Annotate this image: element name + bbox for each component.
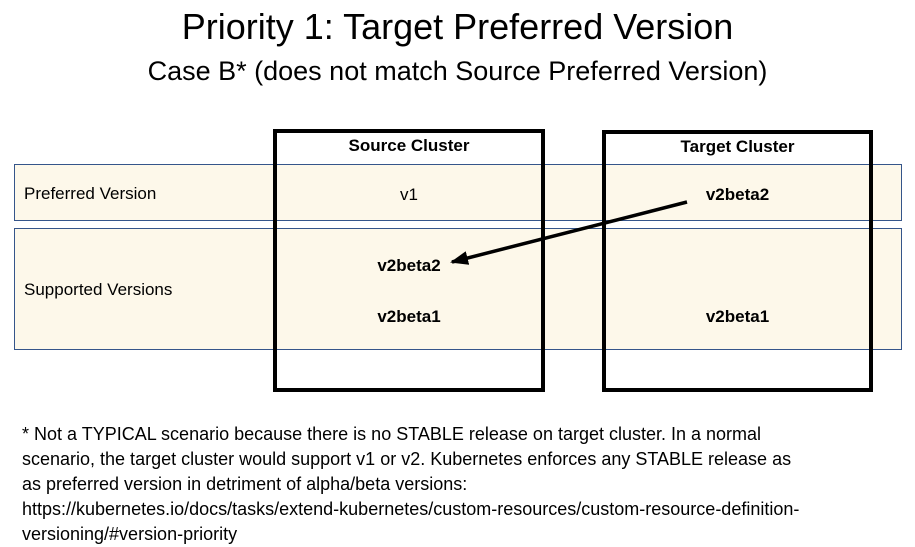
target-supported-value-1: v2beta1 xyxy=(705,307,770,326)
source-cluster-header: Source Cluster xyxy=(348,136,470,155)
footnote: * Not a TYPICAL scenario because there i… xyxy=(22,422,902,547)
preferred-version-label: Preferred Version xyxy=(24,184,157,203)
footnote-line: scenario, the target cluster would suppo… xyxy=(22,449,792,469)
target-cluster-header: Target Cluster xyxy=(680,137,795,156)
footnote-line: * Not a TYPICAL scenario because there i… xyxy=(22,424,762,444)
target-preferred-value: v2beta2 xyxy=(705,185,770,204)
slide-subtitle: Case B* (does not match Source Preferred… xyxy=(147,56,768,86)
target-cluster-box xyxy=(602,130,873,392)
source-preferred-value: v1 xyxy=(400,185,418,204)
slide-title: Priority 1: Target Preferred Version xyxy=(181,6,734,47)
source-supported-value-1: v2beta2 xyxy=(377,256,441,275)
source-supported-value-2: v2beta1 xyxy=(377,307,441,326)
footnote-url-line: https://kubernetes.io/docs/tasks/extend-… xyxy=(22,499,800,519)
footnote-url-line: versioning/#version-priority xyxy=(22,524,238,544)
supported-versions-label: Supported Versions xyxy=(24,280,173,299)
footnote-line: as preferred version in detriment of alp… xyxy=(22,474,468,494)
